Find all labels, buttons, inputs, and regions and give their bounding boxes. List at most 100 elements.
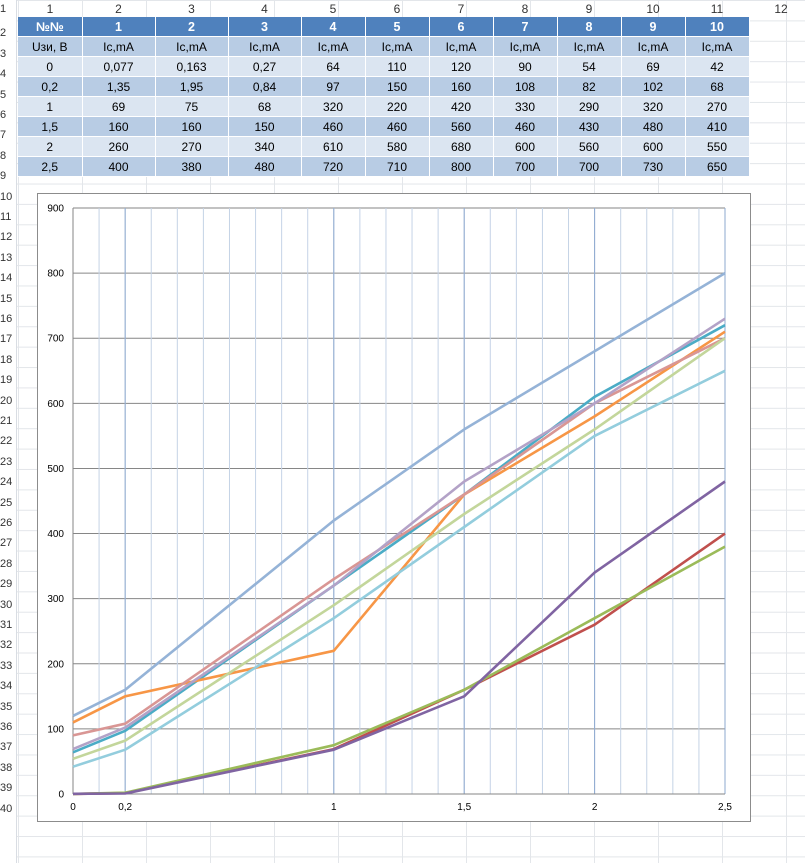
- row-header-40[interactable]: 40: [0, 802, 13, 815]
- table-cell[interactable]: 0,84: [228, 76, 302, 97]
- table-cell[interactable]: 2: [18, 136, 83, 157]
- table-cell[interactable]: 97: [301, 76, 366, 97]
- table-cell[interactable]: 460: [493, 116, 558, 137]
- row-header-17[interactable]: 17: [0, 333, 13, 346]
- column-header-9[interactable]: 9: [585, 2, 593, 16]
- table-cell[interactable]: 0,27: [228, 56, 302, 77]
- table-cell[interactable]: 69: [82, 96, 156, 117]
- table-cell[interactable]: 480: [228, 156, 302, 177]
- table-cell[interactable]: 42: [685, 56, 750, 77]
- row-header-35[interactable]: 35: [0, 700, 13, 713]
- row-header-16[interactable]: 16: [0, 313, 13, 325]
- table-cell[interactable]: 102: [621, 76, 686, 97]
- table-cell[interactable]: 2,5: [18, 156, 83, 177]
- table-cell[interactable]: №№: [18, 17, 83, 37]
- row-header-39[interactable]: 39: [0, 782, 13, 795]
- table-cell[interactable]: Ic,mA: [365, 36, 430, 57]
- table-cell[interactable]: 270: [155, 136, 229, 157]
- table-cell[interactable]: 610: [301, 136, 366, 157]
- table-cell[interactable]: 260: [82, 136, 156, 157]
- table-cell[interactable]: Ic,mA: [301, 36, 366, 57]
- table-cell[interactable]: 600: [493, 136, 558, 157]
- table-cell[interactable]: 320: [301, 96, 366, 117]
- row-header-7[interactable]: 7: [0, 129, 7, 142]
- row-header-6[interactable]: 6: [0, 109, 7, 121]
- table-cell[interactable]: 460: [365, 116, 430, 137]
- table-cell[interactable]: Ic,mA: [493, 36, 558, 57]
- table-cell[interactable]: 400: [82, 156, 156, 177]
- table-cell[interactable]: Ic,mA: [685, 36, 750, 57]
- row-header-11[interactable]: 11: [0, 211, 12, 223]
- column-header-2[interactable]: 2: [115, 2, 122, 16]
- table-cell[interactable]: Ic,mA: [155, 36, 229, 57]
- column-header-12[interactable]: 12: [774, 2, 788, 16]
- column-header-10[interactable]: 10: [646, 2, 660, 16]
- row-header-32[interactable]: 32: [0, 639, 13, 652]
- table-cell[interactable]: 430: [557, 116, 622, 137]
- table-cell[interactable]: 420: [429, 96, 494, 117]
- table-cell[interactable]: 550: [685, 136, 750, 157]
- row-header-19[interactable]: 19: [0, 374, 13, 387]
- row-header-34[interactable]: 34: [0, 680, 13, 693]
- table-cell[interactable]: 0,077: [82, 56, 156, 77]
- row-header-37[interactable]: 37: [0, 741, 13, 754]
- table-cell[interactable]: 800: [429, 156, 494, 177]
- row-header-31[interactable]: 31: [0, 619, 13, 631]
- row-header-38[interactable]: 38: [0, 761, 13, 774]
- row-header-21[interactable]: 21: [0, 415, 13, 427]
- table-cell[interactable]: 220: [365, 96, 430, 117]
- series-line-8[interactable]: [72, 337, 726, 761]
- table-cell[interactable]: 460: [301, 116, 366, 137]
- column-header-4[interactable]: 4: [261, 2, 268, 16]
- row-header-15[interactable]: 15: [0, 292, 13, 305]
- table-cell[interactable]: 410: [685, 116, 750, 137]
- series-line-7[interactable]: [72, 337, 726, 737]
- row-header-20[interactable]: 20: [0, 394, 13, 407]
- table-cell[interactable]: 320: [621, 96, 686, 117]
- table-cell[interactable]: 110: [365, 56, 430, 77]
- table-cell[interactable]: 150: [228, 116, 302, 137]
- row-header-36[interactable]: 36: [0, 721, 13, 733]
- table-cell[interactable]: 680: [429, 136, 494, 157]
- table-cell[interactable]: Ic,mA: [621, 36, 686, 57]
- table-cell[interactable]: 560: [429, 116, 494, 137]
- table-cell[interactable]: 330: [493, 96, 558, 117]
- row-header-26[interactable]: 26: [0, 517, 13, 529]
- row-header-25[interactable]: 25: [0, 496, 13, 509]
- table-cell[interactable]: 650: [685, 156, 750, 177]
- column-header-11[interactable]: 11: [710, 2, 724, 16]
- row-header-18[interactable]: 18: [0, 353, 13, 366]
- table-cell[interactable]: 600: [621, 136, 686, 157]
- table-cell[interactable]: 270: [685, 96, 750, 117]
- table-cell[interactable]: 68: [228, 96, 302, 117]
- row-header-22[interactable]: 22: [0, 435, 13, 448]
- row-header-28[interactable]: 28: [0, 557, 13, 570]
- row-header-5[interactable]: 5: [0, 88, 7, 101]
- row-header-29[interactable]: 29: [0, 578, 13, 591]
- table-cell[interactable]: 160: [155, 116, 229, 137]
- table-cell[interactable]: Ic,mA: [82, 36, 156, 57]
- table-cell[interactable]: 730: [621, 156, 686, 177]
- row-header-33[interactable]: 33: [0, 659, 13, 672]
- row-header-10[interactable]: 10: [0, 190, 13, 203]
- table-cell[interactable]: 1,5: [18, 116, 83, 137]
- table-cell[interactable]: 75: [155, 96, 229, 117]
- series-line-4[interactable]: [72, 324, 726, 754]
- table-cell[interactable]: 9: [621, 17, 686, 37]
- table-cell[interactable]: 6: [429, 17, 494, 37]
- series-line-3[interactable]: [72, 480, 726, 796]
- table-cell[interactable]: Ic,mA: [429, 36, 494, 57]
- table-cell[interactable]: 340: [228, 136, 302, 157]
- table-cell[interactable]: 120: [429, 56, 494, 77]
- table-cell[interactable]: 150: [365, 76, 430, 97]
- table-cell[interactable]: 8: [557, 17, 622, 37]
- table-cell[interactable]: 90: [493, 56, 558, 77]
- row-header-24[interactable]: 24: [0, 476, 13, 489]
- series-line-10[interactable]: [72, 369, 726, 768]
- row-header-30[interactable]: 30: [0, 598, 13, 611]
- table-cell[interactable]: 1,95: [155, 76, 229, 97]
- row-header-4[interactable]: 4: [0, 68, 7, 81]
- table-cell[interactable]: 7: [493, 17, 558, 37]
- table-cell[interactable]: 10: [685, 17, 750, 37]
- row-header-9[interactable]: 9: [0, 170, 7, 183]
